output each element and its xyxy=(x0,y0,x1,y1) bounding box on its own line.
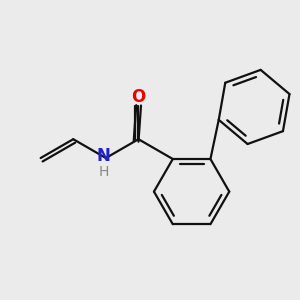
Text: H: H xyxy=(99,165,109,179)
Text: O: O xyxy=(131,88,146,106)
Text: N: N xyxy=(97,147,111,165)
